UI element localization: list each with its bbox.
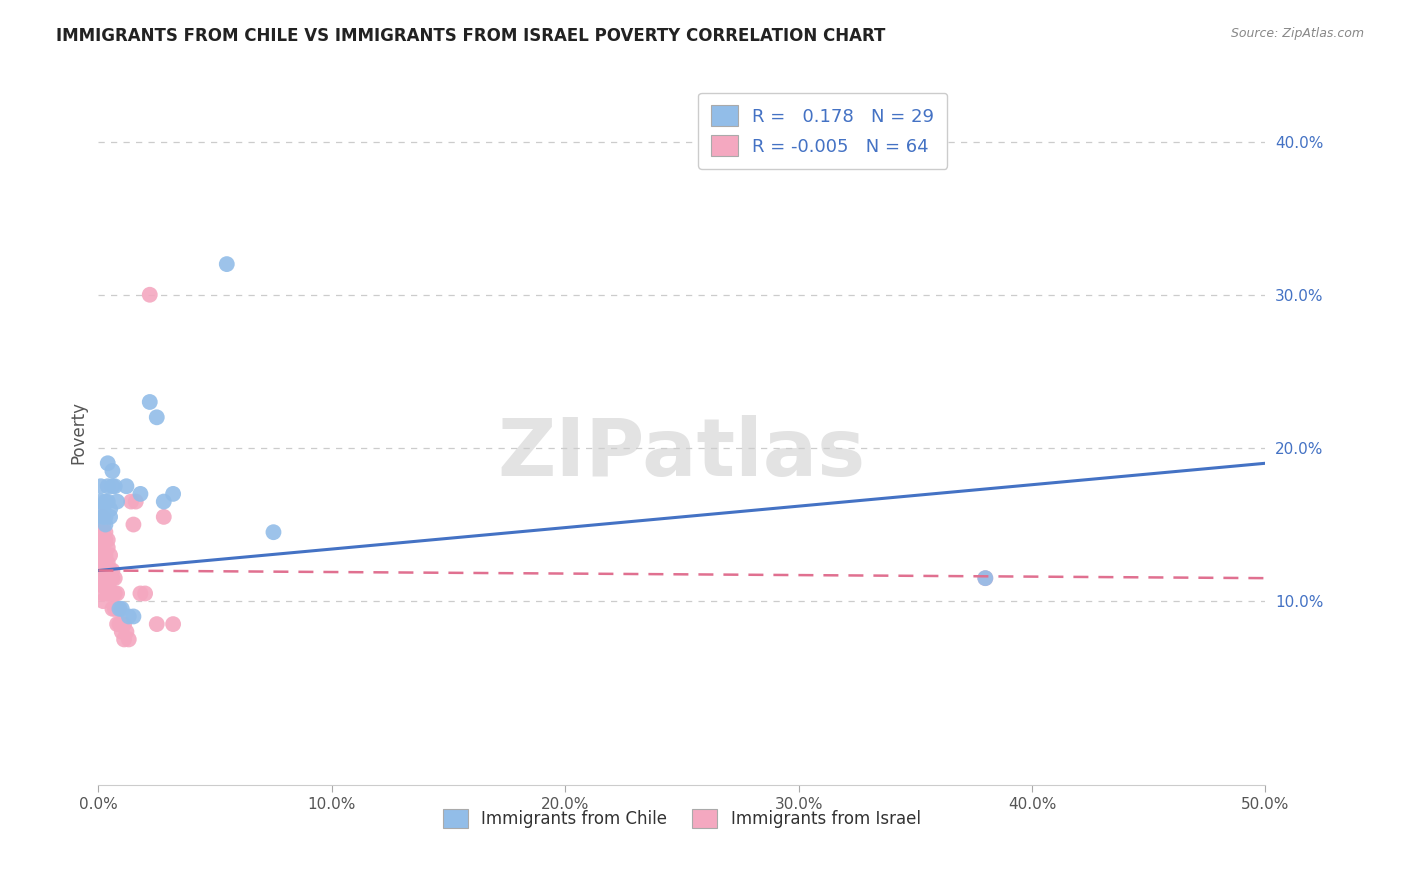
- Point: [129, 586, 152, 600]
- Point: [94, 571, 117, 585]
- Y-axis label: Poverty: Poverty: [69, 401, 87, 464]
- Point: [112, 617, 135, 632]
- Point: [120, 494, 142, 508]
- Point: [125, 494, 148, 508]
- Point: [98, 502, 121, 516]
- Point: [97, 564, 120, 578]
- Point: [122, 517, 145, 532]
- Point: [139, 395, 162, 409]
- Point: [101, 586, 124, 600]
- Point: [98, 571, 121, 585]
- Point: [90, 548, 112, 562]
- Point: [91, 556, 114, 570]
- Point: [97, 494, 120, 508]
- Point: [98, 509, 121, 524]
- Point: [91, 502, 114, 516]
- Point: [146, 410, 169, 425]
- Point: [97, 579, 120, 593]
- Point: [97, 586, 120, 600]
- Point: [152, 494, 174, 508]
- Point: [94, 533, 117, 547]
- Point: [105, 617, 128, 632]
- Point: [162, 617, 184, 632]
- Point: [111, 624, 134, 639]
- Point: [101, 571, 124, 585]
- Point: [91, 509, 114, 524]
- Point: [91, 517, 114, 532]
- Point: [112, 632, 135, 647]
- Point: [94, 525, 117, 540]
- Text: Source: ZipAtlas.com: Source: ZipAtlas.com: [1230, 27, 1364, 40]
- Point: [97, 533, 120, 547]
- Point: [98, 564, 121, 578]
- Point: [105, 494, 128, 508]
- Point: [104, 479, 127, 493]
- Point: [91, 594, 114, 608]
- Point: [98, 586, 121, 600]
- Point: [101, 564, 124, 578]
- Point: [111, 617, 134, 632]
- Point: [90, 533, 112, 547]
- Point: [94, 494, 117, 508]
- Point: [90, 509, 112, 524]
- Point: [152, 509, 174, 524]
- Point: [104, 586, 127, 600]
- Point: [90, 556, 112, 570]
- Point: [94, 548, 117, 562]
- Point: [122, 609, 145, 624]
- Point: [91, 509, 114, 524]
- Point: [97, 456, 120, 470]
- Point: [262, 525, 284, 540]
- Point: [91, 579, 114, 593]
- Text: ZIPatlas: ZIPatlas: [498, 415, 866, 492]
- Point: [115, 624, 138, 639]
- Point: [90, 525, 112, 540]
- Point: [118, 609, 141, 624]
- Point: [111, 601, 134, 615]
- Point: [146, 617, 169, 632]
- Point: [108, 617, 131, 632]
- Point: [105, 601, 128, 615]
- Point: [91, 571, 114, 585]
- Point: [94, 579, 117, 593]
- Point: [974, 571, 997, 585]
- Point: [98, 548, 121, 562]
- Point: [91, 586, 114, 600]
- Point: [104, 601, 127, 615]
- Point: [115, 479, 138, 493]
- Point: [94, 509, 117, 524]
- Point: [97, 556, 120, 570]
- Point: [91, 564, 114, 578]
- Point: [90, 494, 112, 508]
- Point: [97, 479, 120, 493]
- Point: [974, 571, 997, 585]
- Point: [134, 586, 156, 600]
- Point: [108, 601, 131, 615]
- Point: [90, 564, 112, 578]
- Point: [104, 571, 127, 585]
- Point: [105, 586, 128, 600]
- Point: [129, 487, 152, 501]
- Point: [94, 556, 117, 570]
- Point: [91, 548, 114, 562]
- Point: [94, 517, 117, 532]
- Point: [108, 601, 131, 615]
- Point: [162, 487, 184, 501]
- Point: [101, 479, 124, 493]
- Point: [90, 517, 112, 532]
- Text: IMMIGRANTS FROM CHILE VS IMMIGRANTS FROM ISRAEL POVERTY CORRELATION CHART: IMMIGRANTS FROM CHILE VS IMMIGRANTS FROM…: [56, 27, 886, 45]
- Point: [139, 287, 162, 301]
- Point: [91, 541, 114, 555]
- Point: [215, 257, 238, 271]
- Point: [97, 541, 120, 555]
- Point: [90, 541, 112, 555]
- Point: [101, 464, 124, 478]
- Point: [118, 632, 141, 647]
- Point: [90, 479, 112, 493]
- Point: [101, 601, 124, 615]
- Point: [91, 533, 114, 547]
- Legend: Immigrants from Chile, Immigrants from Israel: Immigrants from Chile, Immigrants from I…: [432, 797, 932, 840]
- Point: [91, 525, 114, 540]
